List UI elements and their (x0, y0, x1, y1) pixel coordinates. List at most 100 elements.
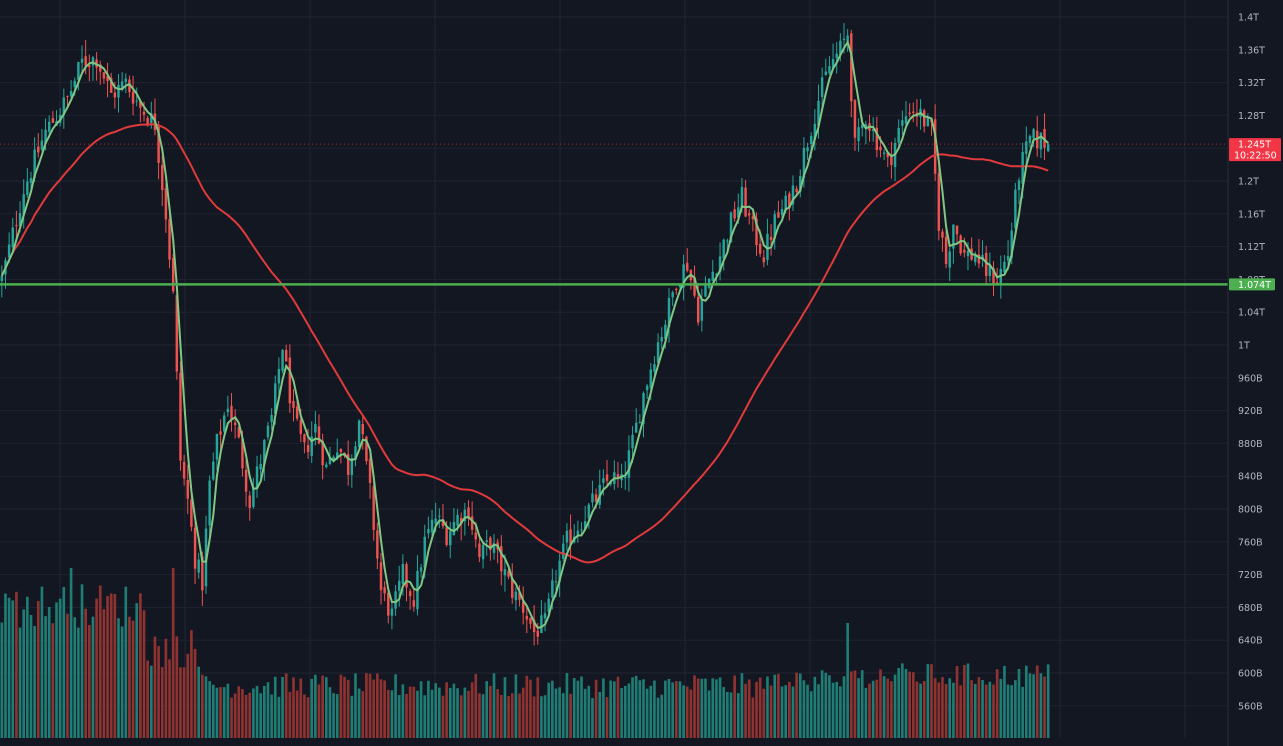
volume-bar (190, 630, 193, 738)
volume-bar (22, 609, 26, 738)
volume-bar (963, 664, 966, 738)
volume-bar (306, 697, 310, 738)
candle-body (40, 140, 44, 150)
volume-bar (616, 676, 620, 738)
candle-body (788, 193, 791, 209)
candle-body (941, 231, 944, 238)
volume-bar (241, 689, 244, 738)
candle-body (88, 65, 91, 68)
candle-body (693, 277, 696, 296)
candle-body (383, 587, 386, 594)
volume-bar (707, 690, 711, 738)
volume-bar (609, 680, 612, 738)
horizontal-line-tag-label: 1.074T (1238, 280, 1271, 291)
volume-bar (984, 684, 988, 738)
volume-bar (1006, 684, 1010, 738)
volume-bar (84, 608, 87, 738)
candle-body (726, 240, 729, 242)
candle-body (84, 56, 87, 67)
candle-body (1003, 261, 1006, 273)
candle-body (886, 152, 889, 158)
volume-bar (124, 586, 128, 738)
volume-bar (1028, 673, 1032, 738)
candle-body (922, 110, 926, 127)
candle-body (328, 457, 332, 464)
candle-body (438, 515, 441, 517)
volume-bar (510, 693, 514, 738)
candle-body (839, 40, 842, 56)
volume-bar (346, 679, 350, 738)
volume-bar (1003, 665, 1006, 738)
candle-body (912, 111, 915, 113)
candle-body (157, 126, 160, 163)
candle-body (1028, 135, 1032, 143)
candle-body (861, 124, 864, 129)
candle-body (201, 556, 204, 591)
volume-bar (955, 666, 959, 738)
candle-body (29, 177, 33, 183)
candle-body (952, 224, 955, 249)
candle-body (182, 461, 186, 479)
volume-bar (496, 689, 499, 738)
volume-bar (704, 678, 707, 738)
volume-bar (594, 679, 598, 738)
volume-bar (40, 586, 44, 738)
horizontal-line[interactable] (0, 143, 1228, 286)
volume-bar (419, 681, 423, 738)
candle-body (733, 209, 736, 219)
volume-bar (91, 616, 95, 738)
volume-bar (445, 682, 448, 738)
candle-body (875, 127, 879, 151)
volume-bar (354, 673, 357, 738)
candle-body (1021, 152, 1024, 184)
volume-bar (806, 684, 809, 738)
volume-bar (521, 687, 525, 738)
candle-body (879, 146, 882, 151)
candle-body (627, 450, 631, 478)
axis-tick-label: 960B (1238, 373, 1263, 384)
candle-body (354, 446, 357, 460)
candle-body (773, 214, 776, 239)
volume-bar (1021, 686, 1024, 738)
candle-body (387, 592, 390, 616)
volume-bar (117, 618, 120, 738)
volume-bar (328, 687, 332, 738)
volume-bar (481, 694, 485, 738)
volume-bar (204, 676, 208, 738)
candle-body (645, 385, 649, 391)
volume-bar (780, 686, 784, 738)
volume-bar (860, 670, 864, 738)
candle-body (715, 274, 718, 276)
candle-body (511, 577, 514, 598)
volume-bar (893, 674, 897, 738)
candle-body (882, 152, 886, 154)
volume-bar (627, 683, 631, 738)
volume-bar (113, 594, 117, 738)
candle-body (226, 408, 230, 413)
candle-body (959, 235, 962, 254)
volume-bar (769, 685, 773, 738)
candle-body (255, 466, 259, 488)
candle-body (831, 59, 835, 68)
candle-body (933, 119, 937, 174)
volume-bar (922, 681, 926, 738)
volume-bar (88, 625, 91, 738)
candle-body (135, 100, 138, 102)
candle-body (463, 509, 467, 522)
candle-body (744, 187, 747, 217)
volume-bar (569, 693, 572, 738)
volume-bar (864, 687, 868, 738)
volume-bar (29, 614, 33, 738)
axis-tick-label: 1.04T (1238, 308, 1265, 319)
volume-bar (168, 659, 171, 738)
volume-bar (427, 680, 430, 738)
candle-body (47, 121, 51, 132)
volume-bar (791, 686, 795, 738)
volume-bar (281, 676, 284, 738)
volume-bar (26, 596, 29, 738)
candle-body (656, 342, 660, 363)
